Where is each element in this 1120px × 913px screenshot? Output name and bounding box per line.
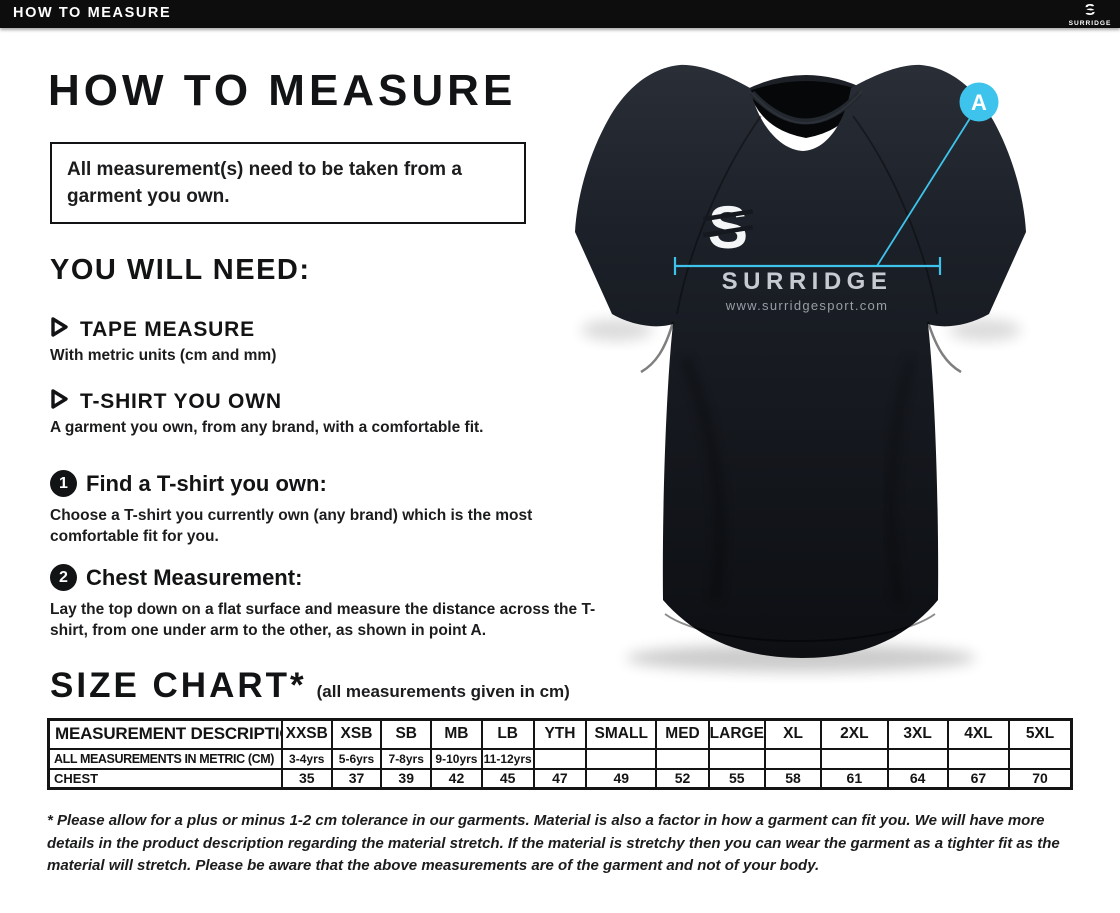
row-label: ALL MEASUREMENTS IN METRIC (CM) bbox=[47, 747, 283, 770]
logo-s-glyph: S bbox=[1085, 2, 1096, 19]
header-bar: HOW TO MEASURE S SURRIDGE bbox=[0, 0, 1120, 28]
table-cell: 3-4yrs bbox=[280, 747, 333, 770]
table-cell: 49 bbox=[585, 767, 658, 790]
item-desc: With metric units (cm and mm) bbox=[50, 347, 277, 364]
notice-box: All measurement(s) need to be taken from… bbox=[50, 142, 526, 224]
size-chart-table: MEASUREMENT DESCRIPTION XXSB XSB SB MB L… bbox=[47, 718, 1073, 790]
table-cell: 70 bbox=[1008, 767, 1073, 790]
table-cell bbox=[886, 747, 949, 770]
table-cell bbox=[820, 747, 889, 770]
table-header-row: MEASUREMENT DESCRIPTION XXSB XSB SB MB L… bbox=[47, 718, 1073, 750]
triangle-bullet-icon bbox=[50, 316, 69, 343]
table-cell bbox=[532, 747, 588, 770]
step-number-badge: 2 bbox=[50, 564, 77, 591]
table-cell: 61 bbox=[820, 767, 889, 790]
table-cell bbox=[707, 747, 766, 770]
header-title: HOW TO MEASURE bbox=[13, 5, 172, 21]
tshirt-body bbox=[575, 64, 1026, 658]
col-header: SB bbox=[380, 718, 433, 750]
table-cell: 67 bbox=[946, 767, 1011, 790]
list-item-tshirt: T-SHIRT YOU OWN A garment you own, from … bbox=[50, 388, 483, 437]
table-cell: 39 bbox=[380, 767, 433, 790]
col-header: XSB bbox=[330, 718, 383, 750]
col-header: MEASUREMENT DESCRIPTION bbox=[47, 718, 283, 750]
page-title: HOW TO MEASURE bbox=[48, 66, 517, 115]
col-header: MED bbox=[655, 718, 710, 750]
col-header: LB bbox=[480, 718, 535, 750]
table-cell: 11-12yrs bbox=[480, 747, 535, 770]
step-2: 2 Chest Measurement: Lay the top down on… bbox=[50, 564, 605, 641]
item-title: TAPE MEASURE bbox=[80, 317, 255, 341]
logo-wordmark: SURRIDGE bbox=[1069, 20, 1112, 27]
table-cell: 7-8yrs bbox=[380, 747, 433, 770]
table-cell bbox=[763, 747, 823, 770]
step-title: Chest Measurement: bbox=[86, 564, 303, 590]
table-cell: 9-10yrs bbox=[430, 747, 483, 770]
size-chart-heading-row: SIZE CHART* (all measurements given in c… bbox=[50, 666, 570, 706]
step-title: Find a T-shirt you own: bbox=[86, 470, 327, 496]
hem-seam bbox=[664, 613, 936, 642]
table-cell: 35 bbox=[280, 767, 333, 790]
col-header: SMALL bbox=[585, 718, 658, 750]
step-number-badge: 1 bbox=[50, 470, 77, 497]
col-header: XXSB bbox=[280, 718, 333, 750]
item-title: T-SHIRT YOU OWN bbox=[80, 389, 282, 413]
point-a-marker: A bbox=[959, 82, 999, 122]
shirt-brand-wordmark: SURRIDGE bbox=[722, 268, 893, 295]
table-cell bbox=[655, 747, 710, 770]
col-header: 3XL bbox=[886, 718, 949, 750]
table-cell: 45 bbox=[480, 767, 535, 790]
shirt-brand-url: www.surridgesport.com bbox=[725, 298, 888, 313]
triangle-bullet-icon bbox=[50, 388, 69, 415]
svg-text:A: A bbox=[971, 90, 987, 115]
size-chart-note: (all measurements given in cm) bbox=[316, 682, 570, 701]
step-desc: Lay the top down on a flat surface and m… bbox=[50, 601, 596, 639]
col-header: LARGE bbox=[707, 718, 766, 750]
table-cell: 64 bbox=[886, 767, 949, 790]
shirt-neck-opening bbox=[749, 81, 863, 138]
table-cell: 37 bbox=[330, 767, 383, 790]
step-desc: Choose a T-shirt you currently own (any … bbox=[50, 507, 533, 545]
step-1: 1 Find a T-shirt you own: Choose a T-shi… bbox=[50, 470, 605, 547]
table-cell: 52 bbox=[655, 767, 710, 790]
surridge-logo-icon: S SURRIDGE bbox=[1066, 1, 1114, 32]
item-desc: A garment you own, from any brand, with … bbox=[50, 419, 484, 436]
table-cell: 42 bbox=[430, 767, 483, 790]
chest-measurement-line bbox=[673, 103, 980, 275]
table-row-age: ALL MEASUREMENTS IN METRIC (CM) 3-4yrs 5… bbox=[47, 747, 1073, 770]
col-header: 5XL bbox=[1008, 718, 1073, 750]
shirt-shadow bbox=[626, 644, 976, 672]
tolerance-footnote: * Please allow for a plus or minus 1-2 c… bbox=[47, 812, 1060, 874]
row-label: CHEST bbox=[47, 767, 283, 790]
col-header: YTH bbox=[532, 718, 588, 750]
list-item-tape-measure: TAPE MEASURE With metric units (cm and m… bbox=[50, 316, 276, 365]
col-header: 2XL bbox=[820, 718, 889, 750]
col-header: 4XL bbox=[946, 718, 1011, 750]
table-cell bbox=[585, 747, 658, 770]
tshirt-measurement-graphic: S SURRIDGE www.surridgesport.com A bbox=[565, 58, 1065, 683]
shirt-s-logo-icon: S bbox=[702, 194, 754, 261]
col-header: XL bbox=[763, 718, 823, 750]
table-cell: 55 bbox=[707, 767, 766, 790]
you-will-need-heading: YOU WILL NEED: bbox=[50, 254, 311, 286]
table-cell: 58 bbox=[763, 767, 823, 790]
table-cell bbox=[946, 747, 1011, 770]
col-header: MB bbox=[430, 718, 483, 750]
table-cell: 5-6yrs bbox=[330, 747, 383, 770]
size-chart-title: SIZE CHART* bbox=[50, 666, 307, 705]
table-cell bbox=[1008, 747, 1073, 770]
table-row-chest: CHEST 35 37 39 42 45 47 49 52 55 58 61 6… bbox=[47, 767, 1073, 790]
table-cell: 47 bbox=[532, 767, 588, 790]
